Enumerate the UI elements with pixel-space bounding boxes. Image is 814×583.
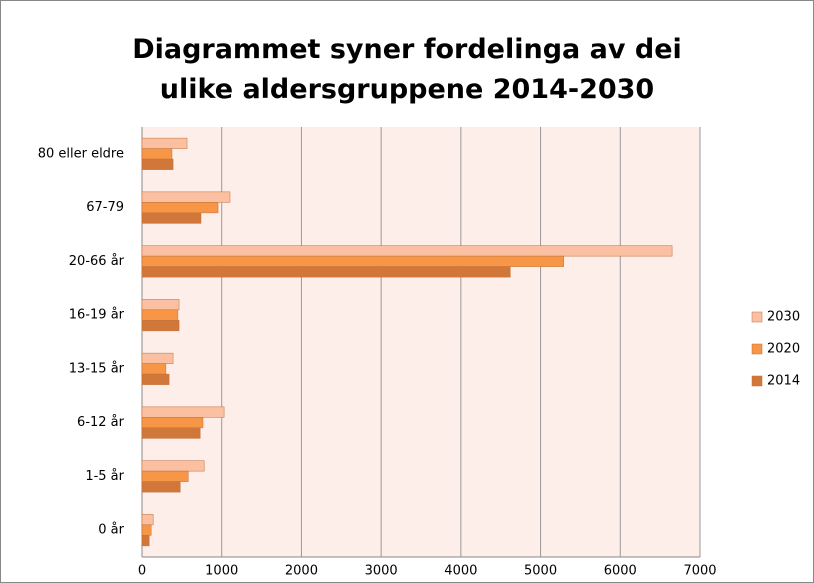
x-tick-label: 5000 (524, 564, 557, 579)
chart-title: Diagrammet syner fordelinga av dei ulike… (132, 34, 682, 105)
x-tick-label: 1000 (205, 564, 238, 579)
bar (141, 245, 673, 257)
x-tick-label: 3000 (365, 564, 398, 579)
bar (141, 148, 173, 160)
y-tick-label: 67-79 (86, 200, 124, 215)
x-tick-label: 6000 (604, 564, 637, 579)
bar (141, 460, 205, 472)
bar (141, 158, 174, 170)
y-tick-label: 1-5 år (85, 469, 124, 484)
legend-swatch (751, 311, 763, 323)
bar (141, 514, 154, 526)
bar (141, 137, 188, 149)
x-tick-label: 0 (138, 564, 146, 579)
bar (141, 535, 150, 547)
bar (141, 352, 174, 364)
plot-area (142, 127, 700, 557)
x-tick-label: 2000 (285, 564, 318, 579)
legend-swatch (751, 375, 763, 387)
bar (141, 212, 202, 224)
legend-swatch (751, 343, 763, 355)
bar (141, 309, 179, 321)
y-tick-label: 0 år (98, 523, 124, 538)
bar (141, 255, 564, 267)
bar (141, 191, 231, 203)
bar (141, 481, 181, 493)
bar (141, 406, 225, 418)
bar (141, 299, 180, 311)
bar (141, 320, 180, 332)
bar (141, 417, 204, 429)
legend-label: 2030 (767, 310, 800, 325)
bar (141, 363, 167, 375)
y-tick-label: 20-66 år (69, 254, 125, 269)
bar (141, 266, 511, 278)
legend-label: 2014 (767, 374, 800, 389)
y-tick-label: 13-15 år (69, 361, 125, 376)
bar (141, 524, 152, 536)
bar (141, 470, 189, 482)
x-tick-label: 4000 (444, 564, 477, 579)
y-tick-label: 6-12 år (77, 415, 125, 430)
x-tick-label: 7000 (683, 564, 716, 579)
bar (141, 202, 219, 214)
bar (141, 373, 170, 385)
y-tick-label: 16-19 år (69, 308, 125, 323)
y-tick-label: 80 eller eldre (38, 146, 124, 161)
bar (141, 427, 201, 439)
legend-label: 2020 (767, 342, 800, 357)
